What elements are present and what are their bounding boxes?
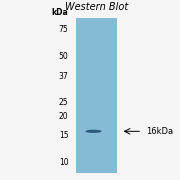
Ellipse shape: [86, 130, 102, 133]
Bar: [76, 18, 117, 173]
Text: 10: 10: [59, 158, 68, 167]
Text: 75: 75: [59, 25, 68, 34]
Text: 20: 20: [59, 112, 68, 121]
Text: 50: 50: [59, 52, 68, 61]
Text: 37: 37: [59, 72, 68, 81]
Text: 16kDa: 16kDa: [146, 127, 173, 136]
Text: Western Blot: Western Blot: [65, 2, 128, 12]
Text: 25: 25: [59, 98, 68, 107]
Text: kDa: kDa: [52, 8, 68, 17]
Text: 15: 15: [59, 131, 68, 140]
